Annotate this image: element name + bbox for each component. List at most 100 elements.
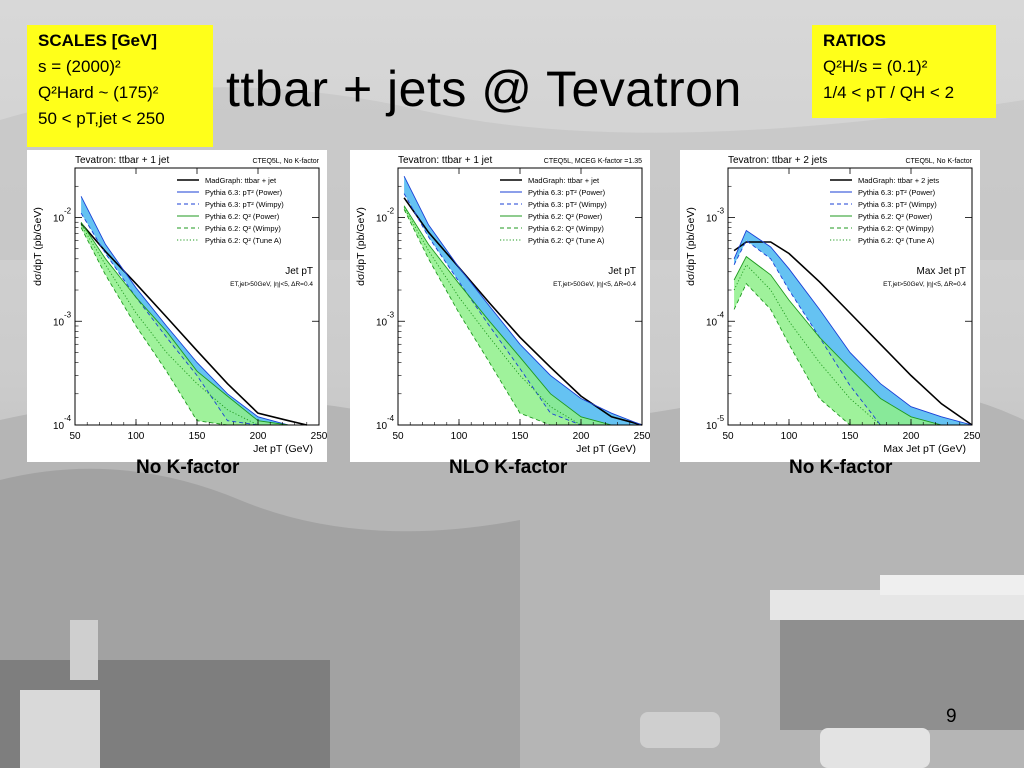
chart-subtitle: CTEQ5L, No K-factor [252, 158, 319, 165]
x-tick-label: 250 [311, 431, 327, 442]
y-tick-label: 10 [706, 317, 718, 328]
y-tick-label: 10 [53, 214, 65, 225]
y-tick-label: 10 [376, 214, 388, 225]
caption-3: No K-factor [789, 457, 893, 478]
x-tick-label: 250 [964, 431, 980, 442]
scales-line-3: 50 < pT,jet < 250 [38, 109, 165, 128]
y-tick-exponent: -5 [717, 414, 725, 423]
x-tick-label: 100 [781, 431, 798, 442]
x-tick-label: 150 [189, 431, 206, 442]
legend-label: Pythia 6.2: Q² (Power) [858, 212, 933, 221]
x-tick-label: 150 [842, 431, 859, 442]
series-line-2 [80, 212, 307, 426]
band-pythia62 [404, 205, 642, 425]
x-tick-label: 150 [512, 431, 529, 442]
y-tick-label: 10 [376, 421, 388, 432]
y-tick-label: 10 [706, 421, 718, 432]
y-tick-exponent: -4 [387, 414, 395, 423]
legend-label: Pythia 6.2: Q² (Wimpy) [528, 224, 604, 233]
legend-label: Pythia 6.2: Q² (Tune A) [858, 236, 935, 245]
x-tick-label: 200 [250, 431, 267, 442]
chart-subtitle: CTEQ5L, MCEG K-factor =1.35 [544, 158, 642, 165]
x-tick-label: 100 [451, 431, 468, 442]
chart-title: Tevatron: ttbar + 1 jet [75, 155, 169, 166]
chart-title: Tevatron: ttbar + 1 jet [398, 155, 492, 166]
scales-line-1: s = (2000)² [38, 57, 121, 76]
chart-paper [27, 150, 327, 462]
cuts-label: ET,jet>50GeV, |η|<5, ΔR=0.4 [230, 281, 313, 288]
legend-label: Pythia 6.3: pT² (Wimpy) [528, 200, 607, 209]
series-line-0 [733, 241, 973, 426]
y-tick-exponent: -3 [717, 207, 725, 216]
x-tick-label: 50 [392, 431, 404, 442]
band-pythia63 [734, 230, 972, 425]
chart-paper [680, 150, 980, 462]
series-line-1 [80, 196, 307, 426]
y-axis-label: dσ/dpT (pb/GeV) [355, 207, 367, 286]
caption-2: NLO K-factor [449, 457, 568, 478]
series-line-5 [733, 264, 972, 426]
cuts-label: ET,jet>50GeV, |η|<5, ΔR=0.4 [553, 281, 636, 288]
legend-label: Pythia 6.2: Q² (Tune A) [528, 236, 605, 245]
series-line-1 [403, 175, 643, 426]
scales-line-2: Q²Hard ~ (175)² [38, 83, 159, 102]
x-tick-label: 50 [722, 431, 734, 442]
caption-1: No K-factor [136, 457, 240, 478]
legend-label: MadGraph: ttbar + jet [528, 176, 600, 185]
slide-title: ttbar + jets @ Tevatron [226, 61, 742, 117]
series-line-3 [403, 205, 642, 426]
y-tick-label: 10 [706, 214, 718, 225]
ratios-line-1: Q²H/s = (0.1)² [823, 57, 928, 76]
annotation-label: Jet pT [285, 266, 313, 277]
legend-label: Pythia 6.2: Q² (Wimpy) [858, 224, 934, 233]
x-tick-label: 250 [634, 431, 650, 442]
chart-panel-1: 50 100 150 200 250 10 -2 10 -3 10 -4 Tevatron: ttba… [27, 150, 328, 462]
legend-label: Pythia 6.2: Q² (Tune A) [205, 236, 282, 245]
page-number: 9 [946, 706, 957, 727]
series-line-3 [80, 221, 307, 426]
legend-label: Pythia 6.2: Q² (Wimpy) [205, 224, 281, 233]
chart-panel-2: 50 100 150 200 250 10 -2 10 -3 10 -4 Tevatron: ttba… [350, 150, 651, 462]
legend-label: MadGraph: ttbar + jet [205, 176, 277, 185]
y-tick-exponent: -2 [64, 207, 72, 216]
legend-label: Pythia 6.2: Q² (Power) [528, 212, 603, 221]
y-tick-exponent: -3 [64, 310, 72, 319]
scales-box: SCALES [GeV] s = (2000)² Q²Hard ~ (175)²… [27, 25, 213, 147]
y-tick-exponent: -4 [717, 310, 725, 319]
x-tick-label: 50 [69, 431, 81, 442]
y-tick-label: 10 [53, 421, 65, 432]
series-line-1 [733, 229, 973, 426]
y-axis-label: dσ/dpT (pb/GeV) [32, 207, 44, 286]
legend-label: Pythia 6.3: pT² (Wimpy) [205, 200, 284, 209]
ratios-box: RATIOS Q²H/s = (0.1)² 1/4 < pT / QH < 2 [812, 25, 996, 118]
scales-header: SCALES [GeV] [38, 31, 158, 50]
y-tick-exponent: -4 [64, 414, 72, 423]
band-pythia62 [734, 256, 972, 425]
x-tick-label: 200 [903, 431, 920, 442]
chart-subtitle: CTEQ5L, No K-factor [905, 158, 972, 165]
x-axis-label: Jet pT (GeV) [253, 443, 313, 455]
legend-label: MadGraph: ttbar + 2 jets [858, 176, 939, 185]
series-line-0 [403, 197, 643, 426]
series-line-3 [733, 255, 972, 426]
annotation-label: Max Jet pT [917, 266, 966, 277]
legend-label: Pythia 6.3: pT² (Power) [858, 188, 936, 197]
ratios-header: RATIOS [823, 31, 886, 50]
series-line-0 [80, 222, 307, 426]
chart-panel-3: 50 100 150 200 250 10 -3 10 -4 10 -5 Tevatron: ttba… [680, 150, 981, 462]
legend-label: Pythia 6.3: pT² (Power) [205, 188, 283, 197]
chart-title: Tevatron: ttbar + 2 jets [728, 155, 827, 166]
x-axis-label: Max Jet pT (GeV) [883, 443, 966, 455]
annotation-label: Jet pT [608, 266, 636, 277]
ratios-line-2: 1/4 < pT / QH < 2 [823, 83, 955, 102]
x-axis-label: Jet pT (GeV) [576, 443, 636, 455]
cuts-label: ET,jet>50GeV, |η|<5, ΔR=0.4 [883, 281, 966, 288]
x-tick-label: 100 [128, 431, 145, 442]
legend-label: Pythia 6.2: Q² (Power) [205, 212, 280, 221]
x-tick-label: 200 [573, 431, 590, 442]
y-tick-label: 10 [53, 317, 65, 328]
y-tick-label: 10 [376, 317, 388, 328]
